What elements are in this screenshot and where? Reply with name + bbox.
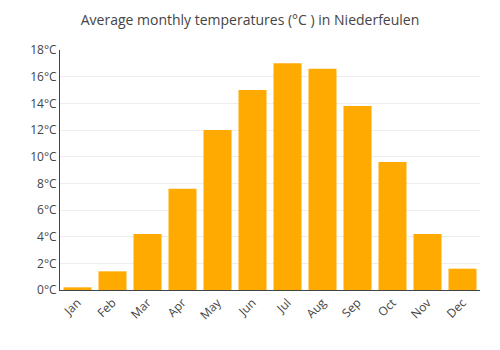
svg-text:Jul: Jul: [272, 294, 294, 316]
svg-text:2°C: 2°C: [37, 255, 57, 272]
svg-text:Apr: Apr: [164, 294, 190, 320]
svg-text:16°C: 16°C: [30, 68, 57, 85]
svg-text:12°C: 12°C: [30, 121, 57, 138]
svg-text:Mar: Mar: [127, 294, 155, 322]
svg-text:Average monthly temperatures (: Average monthly temperatures (°C ) in Ni…: [81, 10, 420, 29]
svg-text:Jun: Jun: [234, 294, 259, 319]
svg-text:6°C: 6°C: [37, 201, 57, 218]
svg-text:18°C: 18°C: [30, 41, 57, 58]
svg-text:10°C: 10°C: [30, 148, 57, 165]
svg-text:14°C: 14°C: [30, 95, 57, 112]
svg-text:Aug: Aug: [302, 294, 330, 322]
svg-text:4°C: 4°C: [37, 228, 57, 245]
svg-text:Jan: Jan: [60, 294, 85, 319]
svg-text:May: May: [196, 294, 225, 323]
svg-text:Sep: Sep: [338, 294, 365, 321]
svg-text:0°C: 0°C: [37, 281, 57, 298]
svg-text:Nov: Nov: [407, 294, 435, 322]
svg-text:8°C: 8°C: [37, 175, 57, 192]
svg-text:Feb: Feb: [93, 294, 119, 320]
svg-text:Oct: Oct: [374, 294, 400, 320]
svg-text:Dec: Dec: [443, 294, 470, 321]
